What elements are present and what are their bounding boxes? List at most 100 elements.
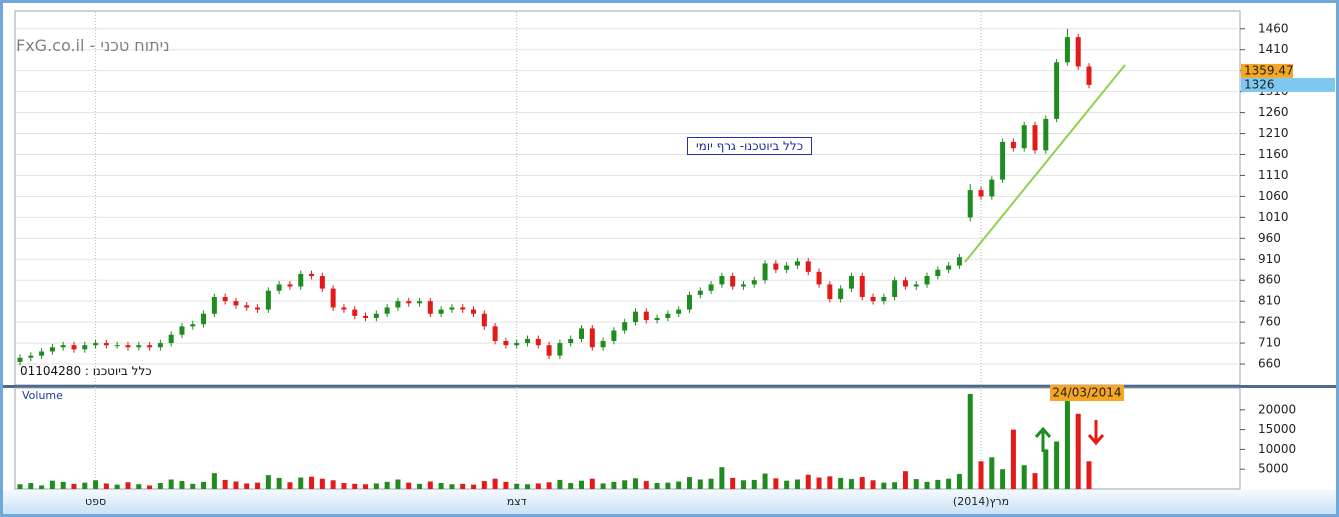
y-tick-label: 810	[1258, 294, 1281, 308]
volume-bar	[49, 480, 55, 489]
volume-bar	[255, 482, 261, 489]
volume-bar	[816, 477, 822, 489]
volume-bar	[600, 483, 606, 489]
volume-bar	[147, 485, 153, 489]
volume-bar	[211, 473, 217, 489]
candle-body	[103, 343, 109, 346]
volume-bar	[989, 457, 995, 489]
y-tick-label: 1410	[1258, 42, 1289, 56]
candle-body	[82, 345, 88, 350]
candle-body	[384, 307, 390, 314]
candle-body	[730, 276, 736, 287]
cursor-date-box	[1050, 385, 1124, 401]
candle-body	[1000, 141, 1006, 180]
volume-bar	[676, 481, 682, 489]
candle-body	[125, 345, 131, 348]
candle-body	[319, 276, 325, 289]
last-price-label: 1326	[1244, 77, 1275, 91]
y-tick-label: 860	[1258, 273, 1281, 287]
volume-bar	[265, 475, 271, 489]
candle-body	[967, 190, 973, 218]
y-tick-label: 1060	[1258, 189, 1289, 203]
volume-bar	[17, 484, 23, 489]
trend-line	[964, 64, 1126, 263]
volume-bar	[449, 484, 455, 489]
candle-body	[481, 313, 487, 327]
volume-bar	[611, 481, 617, 489]
volume-bar	[384, 481, 390, 489]
volume-bar	[1021, 465, 1027, 489]
candle-body	[265, 290, 271, 310]
candle-body	[1054, 62, 1060, 119]
candle-body	[17, 357, 23, 362]
candle-body	[114, 345, 120, 347]
candle-body	[902, 280, 908, 287]
volume-bar	[902, 471, 908, 489]
x-tick-label: (2014)מרץ	[953, 495, 1009, 508]
last-price-box	[1241, 77, 1335, 92]
volume-bar	[794, 479, 800, 489]
candle-body	[190, 324, 196, 327]
volume-bar	[946, 478, 952, 489]
candle-body	[309, 273, 315, 277]
volume-bar	[1000, 469, 1006, 489]
volume-bar	[125, 482, 131, 489]
candle-body	[168, 334, 174, 344]
volume-bar	[978, 461, 984, 489]
volume-bar	[319, 478, 325, 489]
volume-bar	[1064, 393, 1070, 489]
candle-body	[946, 265, 952, 270]
y-tick-label: 660	[1258, 357, 1281, 371]
candle-body	[848, 276, 854, 289]
candle-body	[665, 313, 671, 318]
volume-bar	[1032, 473, 1038, 489]
candle-body	[762, 263, 768, 281]
volume-bar	[557, 479, 563, 489]
volume-bar	[730, 477, 736, 489]
volume-bar	[28, 483, 34, 489]
candle-body	[201, 313, 207, 325]
candle-body	[28, 355, 34, 358]
volume-bar	[622, 480, 628, 489]
candle-body	[471, 309, 477, 314]
candle-body	[654, 317, 660, 321]
volume-bar	[589, 478, 595, 489]
volume-bar	[654, 483, 660, 489]
candle-body	[1010, 141, 1016, 149]
volume-bar	[956, 473, 962, 489]
volume-bar	[287, 482, 293, 489]
candle-body	[49, 347, 55, 352]
candle-body	[643, 311, 649, 321]
candle-body	[514, 343, 520, 346]
volume-bar	[481, 481, 487, 489]
volume-bar	[643, 481, 649, 489]
volume-bar	[838, 477, 844, 489]
volume-bar	[924, 481, 930, 489]
volume-bar	[892, 482, 898, 489]
volume-bar	[395, 479, 401, 489]
y-tick-label: 910	[1258, 252, 1281, 266]
candle-body	[211, 296, 217, 314]
y-tick-label: 5000	[1258, 462, 1289, 476]
candle-body	[71, 345, 77, 350]
volume-bar	[330, 480, 336, 489]
volume-bar	[136, 484, 142, 489]
candle-body	[1064, 37, 1070, 63]
candle-body	[892, 280, 898, 297]
candle-body	[708, 284, 714, 291]
candle-body	[838, 288, 844, 300]
volume-bar	[298, 477, 304, 489]
volume-bar	[103, 483, 109, 489]
candle-body	[740, 284, 746, 287]
volume-bar	[773, 478, 779, 489]
candle-body	[935, 269, 941, 277]
volume-bar	[697, 479, 703, 489]
candle-body	[1086, 66, 1092, 85]
y-tick-label: 1110	[1258, 168, 1289, 182]
volume-bar	[276, 477, 282, 489]
volume-bar	[341, 483, 347, 489]
candle-body	[611, 330, 617, 341]
volume-bar	[719, 467, 725, 489]
volume-bar	[82, 482, 88, 489]
